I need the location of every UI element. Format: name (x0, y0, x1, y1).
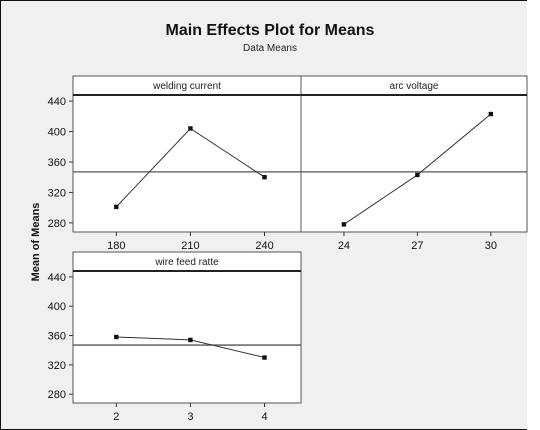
data-point (114, 204, 119, 210)
chart-title: Main Effects Plot for Means (165, 22, 375, 39)
y-tick-label: 320 (48, 187, 66, 199)
panel-strip-label: welding current (152, 81, 221, 92)
chart-subtitle: Data Means (243, 43, 297, 54)
x-tick-label: 210 (181, 240, 199, 252)
y-tick-label: 360 (48, 157, 66, 169)
x-tick-label: 180 (107, 240, 125, 252)
panel-frame (72, 75, 302, 233)
data-point (488, 111, 494, 117)
data-point (415, 172, 420, 178)
y-tick-label: 320 (48, 360, 66, 372)
x-tick-label: 24 (338, 240, 350, 252)
x-tick-label: 240 (255, 240, 273, 252)
y-tick-label: 440 (48, 96, 66, 108)
data-point (262, 175, 267, 180)
data-point (188, 126, 193, 131)
data-point (188, 337, 193, 343)
y-tick-label: 360 (48, 331, 66, 343)
y-tick-label: 280 (48, 389, 66, 401)
panel-frame (300, 75, 528, 233)
x-tick-label: 4 (261, 411, 267, 423)
panel-wire-feed-ratte: wire feed ratte 280 320 360 400 440 2 3 4 (48, 251, 302, 423)
x-tick-label: 2 (113, 411, 119, 423)
panel-welding-current: welding current 280 320 360 400 440 180 210 240 (48, 75, 302, 252)
data-point (262, 355, 267, 360)
panel-frame (72, 251, 302, 404)
y-tick-label: 280 (48, 218, 66, 230)
y-tick-label: 400 (48, 127, 66, 139)
frame-margin (527, 0, 540, 430)
x-tick-label: 3 (187, 411, 193, 423)
y-tick-label: 400 (48, 301, 66, 313)
y-tick-label: 440 (48, 272, 66, 284)
x-tick-label: 27 (411, 240, 423, 252)
data-point (341, 222, 347, 227)
x-tick-label: 30 (485, 240, 497, 252)
data-point (114, 334, 119, 340)
panel-strip-label: wire feed ratte (154, 257, 219, 268)
panel-strip-label: arc voltage (390, 81, 439, 92)
panel-arc-voltage: arc voltage 24 27 30 (300, 75, 528, 252)
